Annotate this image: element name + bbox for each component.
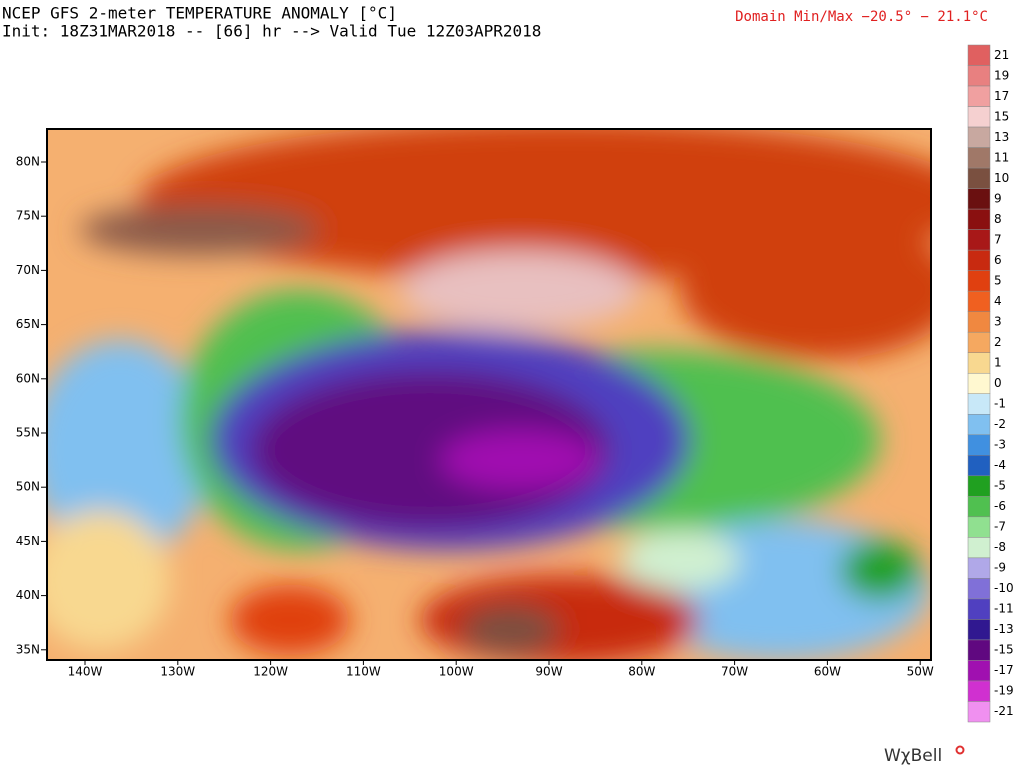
colorbar-bin (967, 290, 991, 312)
colorbar-bin (967, 106, 991, 128)
colorbar-label: 0 (994, 376, 1002, 390)
colorbar-bin (967, 352, 991, 374)
domain-minmax: Domain Min/Max −20.5° − 21.1°C (735, 9, 988, 25)
lon-label: 130W (160, 665, 195, 679)
lon-label: 100W (439, 665, 474, 679)
colorbar-bin (967, 311, 991, 333)
lon-label: 90W (535, 665, 562, 679)
lat-label: 80N (16, 155, 40, 169)
colorbar-label: -1 (994, 397, 1006, 411)
colorbar-label: -8 (994, 540, 1006, 554)
colorbar-label: 4 (994, 294, 1002, 308)
colorbar-label: 19 (994, 68, 1009, 82)
colorbar-label: -21 (994, 704, 1014, 718)
colorbar-label: -9 (994, 561, 1006, 575)
colorbar-label: 3 (994, 314, 1002, 328)
colorbar-label: -17 (994, 663, 1014, 677)
colorbar-label: 2 (994, 335, 1002, 349)
colorbar-bin (967, 85, 991, 107)
colorbar-bin (967, 660, 991, 682)
colorbar-label: 13 (994, 130, 1009, 144)
lat-label: 40N (16, 588, 40, 602)
colorbar-bin (967, 208, 991, 230)
lat-label: 70N (16, 263, 40, 277)
colorbar-label: -3 (994, 438, 1006, 452)
lon-label: 140W (68, 665, 103, 679)
init-line: Init: 18Z31MAR2018 -- [66] hr --> Valid … (2, 22, 541, 41)
colorbar-label: -6 (994, 499, 1006, 513)
colorbar-label: 17 (994, 89, 1009, 103)
colorbar-bin (967, 537, 991, 559)
colorbar-bin (967, 331, 991, 353)
lat-label: 60N (16, 371, 40, 385)
brand-dot (955, 745, 965, 755)
colorbar-bin (967, 496, 991, 518)
colorbar-bin (967, 598, 991, 620)
colorbar-bin (967, 44, 991, 66)
colorbar-bin (967, 65, 991, 87)
lon-label: 50W (907, 665, 934, 679)
colorbar-label: -11 (994, 602, 1014, 616)
colorbar-label: 6 (994, 253, 1002, 267)
lon-label: 110W (346, 665, 381, 679)
colorbar-label: 15 (994, 109, 1009, 123)
colorbar-label: 21 (994, 48, 1009, 62)
colorbar-bin (967, 619, 991, 641)
colorbar-label: -7 (994, 520, 1006, 534)
colorbar-bin (967, 270, 991, 292)
colorbar-label: 5 (994, 273, 1002, 287)
colorbar-bin (967, 414, 991, 436)
colorbar-bin (967, 126, 991, 148)
lat-label: 45N (16, 534, 40, 548)
colorbar-label: -5 (994, 479, 1006, 493)
colorbar-bin (967, 557, 991, 579)
colorbar-bin (967, 393, 991, 415)
lat-label: 50N (16, 480, 40, 494)
brand: WχBell (884, 746, 942, 766)
colorbar-bin (967, 372, 991, 395)
colorbar-bin (967, 147, 991, 169)
colorbar-bin (967, 680, 991, 702)
colorbar-label: -4 (994, 458, 1006, 472)
colorbar-label: -15 (994, 643, 1014, 657)
lon-label: 60W (814, 665, 841, 679)
lat-label: 75N (16, 209, 40, 223)
map-frame (46, 128, 932, 661)
colorbar-bin (967, 516, 991, 538)
colorbar-bin (967, 188, 991, 210)
colorbar-label: 10 (994, 171, 1009, 185)
colorbar-label: -19 (994, 684, 1014, 698)
lon-label: 80W (628, 665, 655, 679)
colorbar-label: 1 (994, 355, 1002, 369)
colorbar-label: -13 (994, 622, 1014, 636)
colorbar-bin (967, 229, 991, 251)
lat-label: 35N (16, 642, 40, 656)
colorbar-bin (967, 455, 991, 477)
colorbar-label: -10 (994, 581, 1014, 595)
lon-label: 70W (721, 665, 748, 679)
lat-label: 55N (16, 426, 40, 440)
lat-label: 65N (16, 317, 40, 331)
lon-label: 120W (253, 665, 288, 679)
colorbar-label: -2 (994, 417, 1006, 431)
colorbar-bin (967, 701, 991, 723)
colorbar-bin (967, 434, 991, 456)
colorbar-bin (967, 249, 991, 271)
colorbar-label: 7 (994, 232, 1002, 246)
map-field (47, 129, 931, 660)
colorbar-bin (967, 167, 991, 189)
title: NCEP GFS 2-meter TEMPERATURE ANOMALY [°C… (2, 4, 397, 23)
colorbar-bin (967, 639, 991, 661)
colorbar-label: 8 (994, 212, 1002, 226)
colorbar-label: 9 (994, 191, 1002, 205)
colorbar-label: 11 (994, 150, 1009, 164)
colorbar-bin (967, 475, 991, 497)
colorbar-bin (967, 578, 991, 600)
